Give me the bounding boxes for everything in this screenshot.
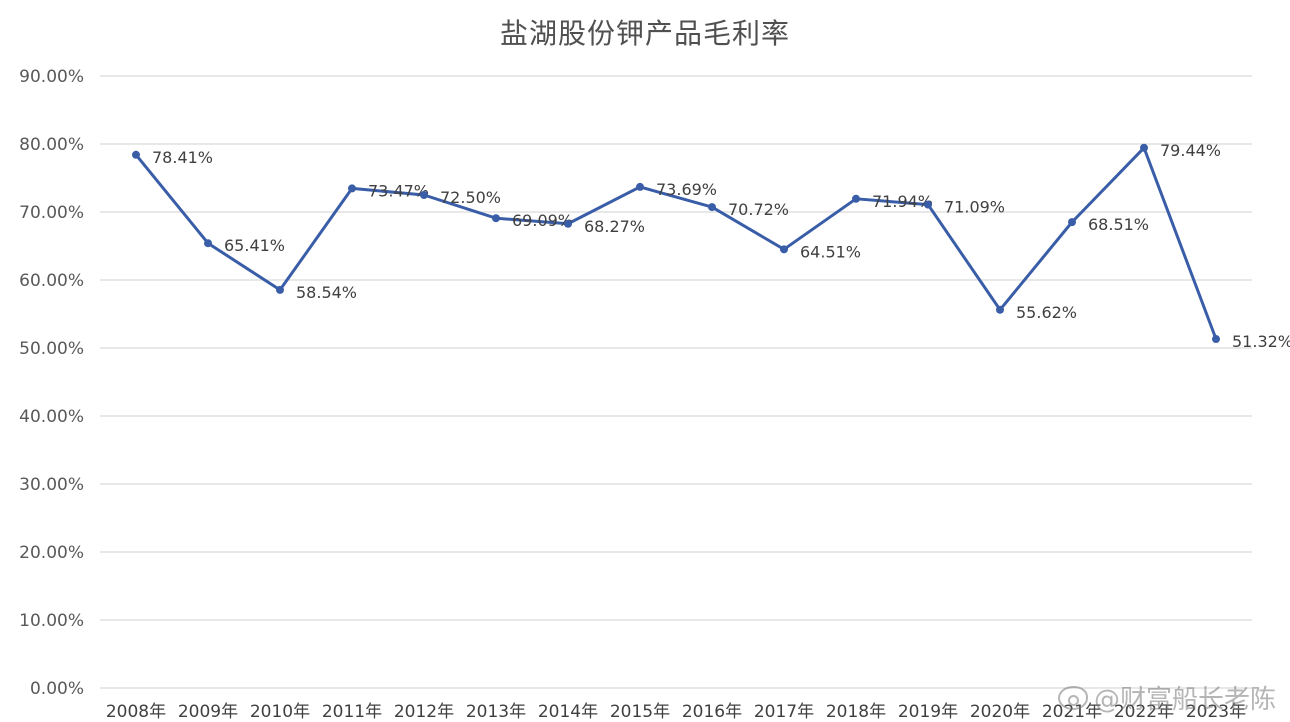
y-tick-label: 90.00% (19, 67, 84, 87)
data-label: 55.62% (1016, 303, 1077, 322)
data-label: 68.27% (584, 217, 645, 236)
x-tick-label: 2020年 (970, 702, 1030, 722)
x-tick-label: 2011年 (322, 702, 382, 722)
data-point (1068, 218, 1076, 227)
data-point (564, 219, 572, 228)
data-label: 70.72% (728, 200, 789, 219)
y-tick-label: 30.00% (19, 475, 84, 495)
data-point (924, 200, 932, 209)
data-label: 71.09% (944, 198, 1005, 217)
data-point (492, 214, 500, 223)
data-point (420, 191, 428, 199)
y-tick-label: 50.00% (19, 339, 84, 359)
data-point (996, 305, 1004, 314)
data-label: 73.47% (368, 181, 429, 200)
data-point (204, 239, 212, 248)
x-tick-label: 2010年 (250, 702, 310, 722)
data-point (708, 203, 716, 212)
data-label: 73.69% (656, 180, 717, 199)
x-tick-label: 2023年 (1186, 702, 1246, 722)
data-label: 64.51% (800, 242, 861, 261)
watermark: @财富船长老陈 (1057, 679, 1276, 716)
y-tick-label: 80.00% (19, 135, 84, 155)
data-label: 72.50% (440, 188, 501, 207)
x-tick-label: 2008年 (106, 702, 166, 722)
y-tick-label: 10.00% (19, 611, 84, 631)
x-tick-label: 2019年 (898, 702, 958, 722)
data-label: 51.32% (1232, 332, 1290, 351)
y-tick-label: 70.00% (19, 203, 84, 223)
series-line (134, 146, 1218, 340)
x-tick-label: 2017年 (754, 702, 814, 722)
data-point (348, 184, 356, 193)
x-tick-label: 2013年 (466, 702, 526, 722)
data-point (1212, 335, 1220, 344)
data-label: 71.94% (872, 192, 933, 211)
x-tick-label: 2016年 (682, 702, 742, 722)
data-point (276, 285, 284, 294)
y-tick-label: 60.00% (19, 271, 84, 291)
y-tick-label: 0.00% (30, 679, 84, 699)
data-point (852, 194, 860, 203)
x-tick-label: 2014年 (538, 702, 598, 722)
y-tick-label: 20.00% (19, 543, 84, 563)
x-tick-label: 2018年 (826, 702, 886, 722)
data-point (780, 245, 788, 254)
x-tick-label: 2021年 (1042, 702, 1102, 722)
x-tick-label: 2022年 (1114, 702, 1174, 722)
y-tick-label: 40.00% (19, 407, 84, 427)
chart-title: 盐湖股份钾产品毛利率 (499, 17, 790, 50)
data-point (636, 182, 644, 191)
data-label: 65.41% (224, 236, 285, 255)
x-tick-label: 2015年 (610, 702, 670, 722)
data-label: 69.09% (512, 211, 573, 230)
weibo-icon (1057, 685, 1088, 710)
data-label: 79.44% (1160, 141, 1221, 160)
data-label: 58.54% (296, 283, 357, 302)
watermark-text: @财富船长老陈 (1093, 685, 1276, 715)
x-tick-label: 2009年 (178, 702, 238, 722)
data-label: 68.51% (1088, 215, 1149, 234)
data-point (1140, 143, 1148, 152)
x-tick-label: 2012年 (394, 702, 454, 722)
data-label: 78.41% (152, 148, 213, 167)
data-point (132, 150, 140, 159)
